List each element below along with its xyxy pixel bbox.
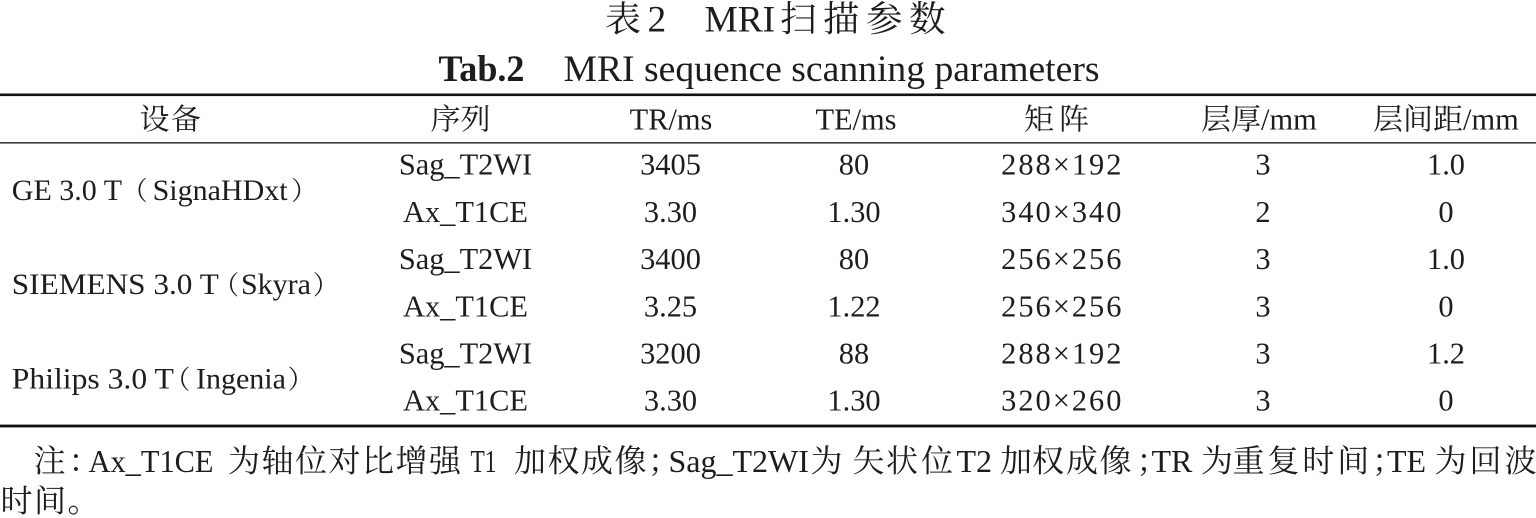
svg-text:/mm: /mm bbox=[1261, 103, 1317, 137]
svg-text:TE: TE bbox=[1387, 443, 1426, 479]
svg-text:TR/ms: TR/ms bbox=[630, 103, 713, 137]
svg-text:MRI sequence scanning paramete: MRI sequence scanning parameters bbox=[564, 49, 1100, 90]
svg-text:0: 0 bbox=[1438, 384, 1453, 418]
svg-text:3.25: 3.25 bbox=[644, 289, 697, 323]
svg-text:1.30: 1.30 bbox=[827, 384, 880, 418]
svg-text:288×192: 288×192 bbox=[1001, 148, 1123, 182]
svg-text:3200: 3200 bbox=[640, 337, 701, 371]
svg-text:3.30: 3.30 bbox=[644, 384, 697, 418]
svg-text:GE 3.0 T: GE 3.0 T bbox=[12, 174, 122, 207]
svg-text:Tab.2: Tab.2 bbox=[439, 49, 525, 90]
svg-text:1.0: 1.0 bbox=[1427, 148, 1465, 182]
svg-text:3: 3 bbox=[1255, 148, 1270, 182]
svg-text:Sag_T2WI: Sag_T2WI bbox=[399, 148, 532, 182]
svg-text:TR: TR bbox=[1152, 443, 1194, 479]
svg-text:Sag_T2WI: Sag_T2WI bbox=[399, 242, 532, 276]
svg-text:T1: T1 bbox=[471, 443, 497, 479]
svg-text:Ax_T1CE: Ax_T1CE bbox=[403, 195, 528, 229]
svg-text:3.30: 3.30 bbox=[644, 195, 697, 229]
svg-text:88: 88 bbox=[839, 337, 869, 371]
svg-text:Philips 3.0 T: Philips 3.0 T bbox=[12, 363, 174, 396]
svg-text:0: 0 bbox=[1438, 195, 1453, 229]
svg-text:Ingenia: Ingenia bbox=[196, 363, 286, 396]
svg-text:Sag_T2WI: Sag_T2WI bbox=[399, 337, 532, 371]
svg-text:80: 80 bbox=[839, 148, 869, 182]
svg-text:Sag_T2WI: Sag_T2WI bbox=[669, 443, 809, 479]
svg-text:340×340: 340×340 bbox=[1001, 195, 1123, 229]
svg-text:1.22: 1.22 bbox=[827, 289, 880, 323]
svg-text:3405: 3405 bbox=[640, 148, 701, 182]
svg-text:1.2: 1.2 bbox=[1427, 337, 1465, 371]
svg-text:3: 3 bbox=[1255, 337, 1270, 371]
svg-text:320×260: 320×260 bbox=[1001, 384, 1123, 418]
svg-text:Ax_T1CE: Ax_T1CE bbox=[403, 384, 528, 418]
svg-text:288×192: 288×192 bbox=[1001, 337, 1123, 371]
svg-text:0: 0 bbox=[1438, 289, 1453, 323]
svg-text:3: 3 bbox=[1255, 384, 1270, 418]
svg-text:Ax_T1CE: Ax_T1CE bbox=[89, 443, 214, 479]
svg-text:1.0: 1.0 bbox=[1427, 242, 1465, 276]
svg-text:T2: T2 bbox=[957, 443, 993, 479]
svg-text:SignaHDxt: SignaHDxt bbox=[153, 174, 289, 207]
svg-text:2: 2 bbox=[1255, 195, 1270, 229]
svg-text:2: 2 bbox=[648, 0, 667, 41]
svg-text:MRI: MRI bbox=[705, 0, 776, 41]
svg-text:/mm: /mm bbox=[1463, 103, 1519, 137]
svg-text:3: 3 bbox=[1255, 242, 1270, 276]
svg-text:Skyra: Skyra bbox=[241, 268, 311, 301]
svg-text:Ax_T1CE: Ax_T1CE bbox=[403, 289, 528, 323]
svg-text:80: 80 bbox=[839, 242, 869, 276]
svg-text:256×256: 256×256 bbox=[1001, 289, 1123, 323]
svg-text:3400: 3400 bbox=[640, 242, 701, 276]
svg-text:256×256: 256×256 bbox=[1001, 242, 1123, 276]
svg-text:TE/ms: TE/ms bbox=[815, 103, 896, 137]
svg-text:SIEMENS 3.0 T: SIEMENS 3.0 T bbox=[12, 268, 219, 301]
svg-text:1.30: 1.30 bbox=[827, 195, 880, 229]
svg-text:3: 3 bbox=[1255, 289, 1270, 323]
